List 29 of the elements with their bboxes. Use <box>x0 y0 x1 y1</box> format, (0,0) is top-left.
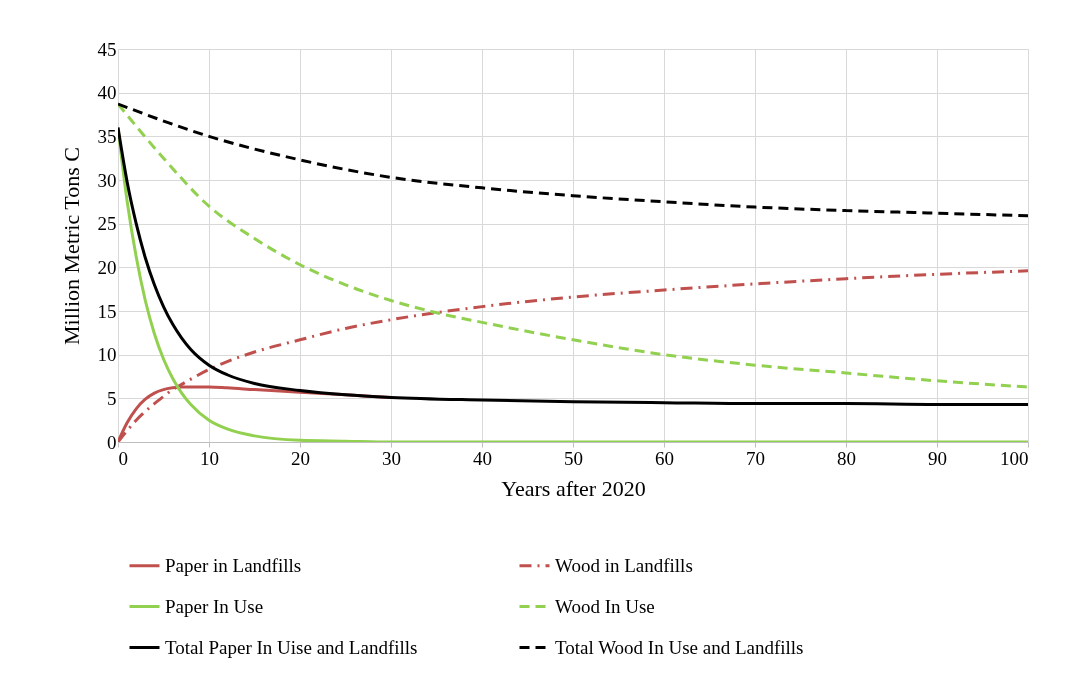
y-tick-label: 45 <box>97 38 117 60</box>
x-tick-label: 40 <box>473 447 492 469</box>
y-tick-label: 0 <box>107 431 117 453</box>
legend-label: Paper In Use <box>165 595 264 617</box>
y-tick-label: 10 <box>97 344 117 366</box>
x-tick-label: 70 <box>746 447 765 469</box>
legend-label: Paper in Landfills <box>165 554 302 576</box>
y-tick-label: 25 <box>97 213 117 235</box>
y-tick-label: 35 <box>97 125 117 147</box>
x-tick-label: 50 <box>564 447 583 469</box>
legend-label: Total Wood In Use and Landfills <box>555 636 804 658</box>
y-axis-title: Million Metric Tons C <box>58 147 84 345</box>
y-tick-label: 30 <box>97 169 117 191</box>
x-tick-label: 100 <box>1000 447 1029 469</box>
y-tick-label: 5 <box>107 387 117 409</box>
x-axis-title: Years after 2020 <box>501 475 646 501</box>
x-tick-label: 80 <box>837 447 856 469</box>
line-series <box>118 102 1028 218</box>
y-tick-label: 20 <box>97 256 117 278</box>
x-tick-label: 30 <box>382 447 401 469</box>
legend-label: Total Paper In Uise and Landfills <box>165 636 418 658</box>
x-tick-label: 90 <box>928 447 947 469</box>
legend-label: Wood In Use <box>555 595 655 617</box>
y-tick-label: 15 <box>97 300 117 322</box>
y-tick-label: 40 <box>97 82 117 104</box>
x-tick-label: 60 <box>655 447 674 469</box>
x-tick-label: 10 <box>200 447 219 469</box>
x-tick-label: 20 <box>291 447 310 469</box>
legend-label: Wood in Landfills <box>555 554 693 576</box>
